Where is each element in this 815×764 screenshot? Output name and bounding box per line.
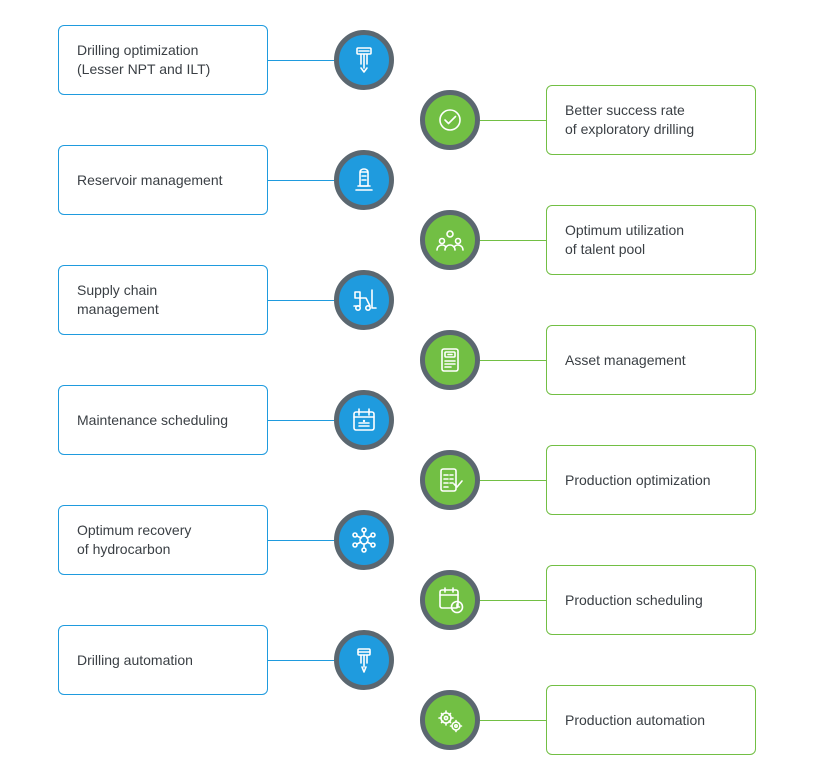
left-circle-3 [334,390,394,450]
right-box-2: Asset management [546,325,756,395]
left-circle-2 [334,270,394,330]
right-circle-0 [420,90,480,150]
checklist-icon [434,464,466,496]
right-box-5: Production automation [546,685,756,755]
diagram-canvas: Drilling optimization (Lesser NPT and IL… [0,0,815,764]
left-box-label: Maintenance scheduling [77,411,228,430]
right-box-label: Optimum utilization of talent pool [565,221,684,259]
right-circle-3 [420,450,480,510]
right-circle-4 [420,570,480,630]
right-box-3: Production optimization [546,445,756,515]
right-box-label: Production automation [565,711,705,730]
drill-rig-icon [348,44,380,76]
right-connector-5 [480,720,546,721]
left-box-0: Drilling optimization (Lesser NPT and IL… [58,25,268,95]
right-circle-5 [420,690,480,750]
left-box-2: Supply chain management [58,265,268,335]
right-box-label: Production optimization [565,471,711,490]
maintenance-calendar-icon [348,404,380,436]
left-connector-2 [268,300,334,301]
left-circle-0 [334,30,394,90]
gears-icon [434,704,466,736]
auto-drill-icon [348,644,380,676]
left-connector-3 [268,420,334,421]
left-connector-4 [268,540,334,541]
left-circle-1 [334,150,394,210]
left-box-label: Drilling optimization (Lesser NPT and IL… [77,41,210,79]
right-box-0: Better success rate of exploratory drill… [546,85,756,155]
left-box-label: Optimum recovery of hydrocarbon [77,521,191,559]
right-box-label: Production scheduling [565,591,703,610]
left-box-label: Reservoir management [77,171,223,190]
right-connector-1 [480,240,546,241]
left-box-4: Optimum recovery of hydrocarbon [58,505,268,575]
forklift-icon [348,284,380,316]
right-box-label: Asset management [565,351,686,370]
left-box-label: Drilling automation [77,651,193,670]
right-connector-3 [480,480,546,481]
left-circle-5 [334,630,394,690]
right-connector-2 [480,360,546,361]
asset-ledger-icon [434,344,466,376]
right-box-label: Better success rate of exploratory drill… [565,101,694,139]
right-circle-1 [420,210,480,270]
left-connector-5 [268,660,334,661]
right-circle-2 [420,330,480,390]
left-box-5: Drilling automation [58,625,268,695]
left-box-1: Reservoir management [58,145,268,215]
left-connector-0 [268,60,334,61]
checkmark-icon [434,104,466,136]
reservoir-tower-icon [348,164,380,196]
left-connector-1 [268,180,334,181]
schedule-clock-icon [434,584,466,616]
right-connector-0 [480,120,546,121]
right-box-4: Production scheduling [546,565,756,635]
people-icon [434,224,466,256]
left-box-label: Supply chain management [77,281,159,319]
molecule-icon [348,524,380,556]
right-box-1: Optimum utilization of talent pool [546,205,756,275]
left-box-3: Maintenance scheduling [58,385,268,455]
left-circle-4 [334,510,394,570]
right-connector-4 [480,600,546,601]
